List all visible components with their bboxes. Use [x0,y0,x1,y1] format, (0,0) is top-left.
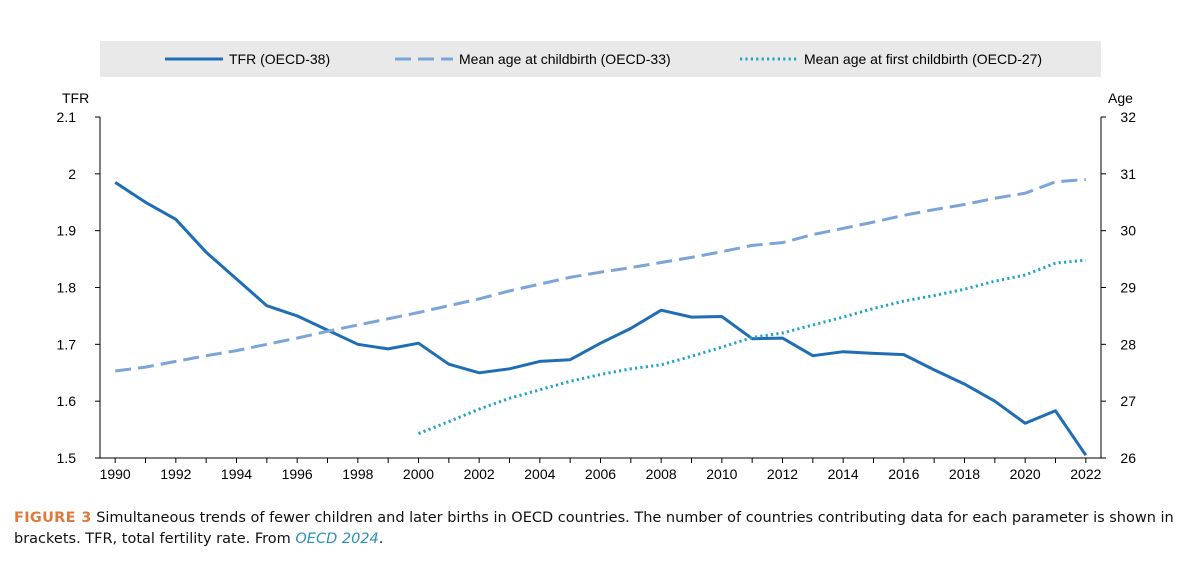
x-tick-label: 1994 [221,466,252,482]
caption-reference-link[interactable]: OECD 2024 [295,531,379,547]
legend-label-2: Mean age at childbirth (OECD-33) [459,51,671,67]
x-tick-label: 2002 [464,466,495,482]
legend-box [100,41,1101,77]
right-axis-title: Age [1108,90,1133,106]
x-tick-label: 2000 [403,466,434,482]
left-tick-label: 2.1 [57,109,77,125]
left-tick-label: 1.7 [57,336,77,352]
legend-label-1: TFR (OECD-38) [229,51,330,67]
x-tick-label: 2004 [524,466,555,482]
right-tick-label: 30 [1120,223,1136,239]
legend-label-3: Mean age at first childbirth (OECD-27) [804,51,1042,67]
right-tick-label: 28 [1120,336,1136,352]
series-line-1 [114,181,1088,457]
x-tick-label: 2022 [1070,466,1101,482]
x-tick-label: 2018 [949,466,980,482]
right-tick-label: 29 [1120,280,1136,296]
x-tick-label: 2020 [1010,466,1041,482]
x-tick-label: 2016 [888,466,919,482]
series-line-3 [417,258,1086,435]
left-tick-label: 1.5 [57,450,77,466]
x-tick-label: 2008 [646,466,677,482]
x-tick-label: 2006 [585,466,616,482]
right-tick-label: 27 [1120,393,1136,409]
figure-caption: FIGURE 3 Simultaneous trends of fewer ch… [14,508,1194,550]
x-tick-label: 2014 [828,466,859,482]
x-tick-label: 1990 [100,466,131,482]
left-tick-label: 2 [68,166,76,182]
x-tick-label: 1992 [160,466,191,482]
left-tick-label: 1.8 [57,280,77,296]
x-tick-label: 2010 [706,466,737,482]
x-tick-label: 1996 [282,466,313,482]
x-tick-label: 1998 [342,466,373,482]
caption-end: . [378,531,384,547]
caption-text: Simultaneous trends of fewer children an… [14,510,1174,547]
right-tick-label: 26 [1120,450,1136,466]
x-tick-label: 2012 [767,466,798,482]
legend: TFR (OECD-38) Mean age at childbirth (OEC… [165,51,1042,67]
left-tick-label: 1.9 [57,223,77,239]
caption-label: FIGURE 3 [14,510,92,526]
right-tick-label: 31 [1120,166,1136,182]
series-line-2 [115,178,1086,373]
right-tick-label: 32 [1120,109,1136,125]
plot-area: 1.5 1.6 1.7 1.8 1.9 2 2.1 26 27 28 29 30 31 32 1990 199… [57,90,1137,482]
left-tick-label: 1.6 [57,393,77,409]
left-axis-title: TFR [62,90,89,106]
line-chart: TFR (OECD-38) Mean age at childbirth (OEC… [57,41,1137,482]
